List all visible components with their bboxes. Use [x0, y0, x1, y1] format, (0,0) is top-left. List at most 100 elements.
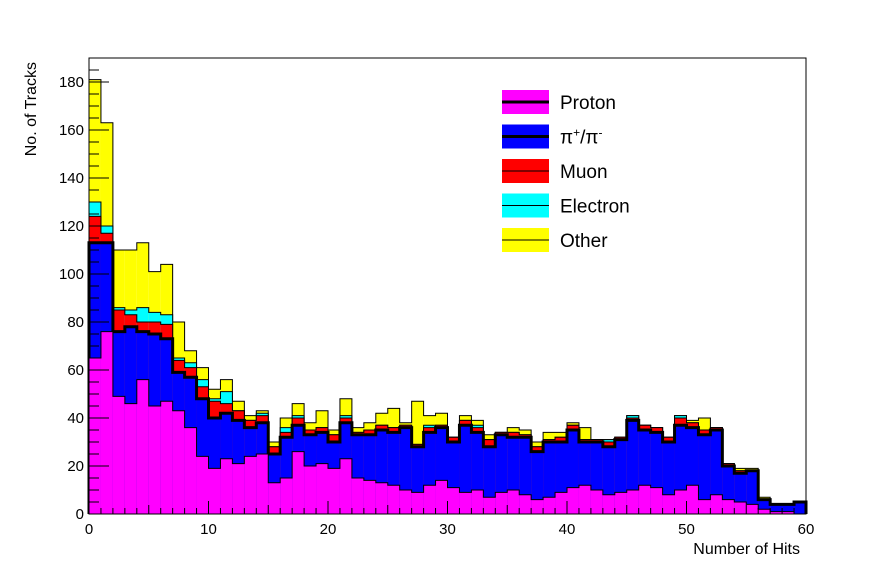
bar-proton-bin-32 — [471, 490, 484, 514]
bar-series1-bin-37 — [531, 451, 544, 514]
bar-series1-bin-58 — [782, 504, 795, 514]
bar-series1-bin-25 — [387, 432, 400, 514]
bar-proton-bin-15 — [268, 482, 281, 514]
y-tick-label: 140 — [59, 170, 84, 187]
bar-proton-bin-2 — [112, 396, 125, 514]
bar-series1-bin-33 — [483, 446, 496, 514]
bar-proton-bin-57 — [770, 511, 783, 514]
bar-proton-bin-36 — [519, 494, 532, 514]
y-tick-label: 0 — [76, 506, 84, 523]
bar-series1-bin-39 — [555, 442, 567, 514]
bar-series1-bin-24 — [375, 430, 388, 514]
bar-proton-bin-58 — [782, 511, 795, 514]
bar-proton-bin-46 — [638, 485, 651, 514]
bar-proton-bin-24 — [375, 482, 388, 514]
bar-series1-bin-57 — [770, 504, 783, 514]
legend-item-other: Other — [502, 228, 608, 252]
bar-proton-bin-52 — [710, 494, 723, 514]
y-tick-label: 80 — [67, 314, 84, 331]
y-axis: 0 20 40 60 80 100 120 140 160 180 — [59, 57, 109, 523]
bar-proton-bin-56 — [758, 509, 771, 514]
outline-muon — [88, 215, 807, 514]
bar-proton-bin-39 — [555, 492, 567, 514]
bar-proton-bin-12 — [232, 463, 245, 514]
legend-item-muon: Muon — [502, 159, 608, 183]
x-tick-label: 0 — [85, 521, 93, 538]
series-proton — [88, 331, 806, 515]
y-tick-label: 20 — [67, 458, 84, 475]
bar-series1-bin-47 — [650, 432, 663, 514]
legend-label-muon: Muon — [560, 162, 608, 183]
bar-proton-bin-54 — [734, 502, 747, 514]
bar-proton-bin-49 — [674, 490, 687, 514]
y-tick-label: 60 — [67, 362, 84, 379]
x-tick-label: 10 — [200, 521, 217, 538]
bar-series1-bin-45 — [626, 420, 639, 514]
bar-proton-bin-26 — [399, 490, 412, 514]
legend-label-proton: Proton — [560, 93, 616, 114]
bar-proton-bin-51 — [698, 499, 711, 514]
bar-proton-bin-14 — [256, 454, 269, 514]
bar-proton-bin-38 — [543, 497, 556, 514]
bar-proton-bin-16 — [280, 478, 293, 514]
bar-series1-bin-40 — [567, 430, 579, 514]
y-tick-label: 100 — [59, 266, 84, 283]
bar-series1-bin-35 — [507, 437, 520, 514]
bar-proton-bin-25 — [387, 485, 400, 514]
bar-series1-bin-52 — [710, 430, 723, 514]
bar-proton-bin-48 — [662, 494, 675, 514]
bar-proton-bin-21 — [339, 458, 352, 514]
bar-proton-bin-18 — [304, 466, 317, 514]
legend-label-part: /π — [580, 128, 598, 149]
bar-proton-bin-11 — [220, 458, 233, 514]
bar-series1-bin-43 — [602, 446, 615, 514]
legend: Proton π+/π- Muon Electron Other — [502, 90, 630, 252]
legend-label-series1: π+/π- — [560, 126, 603, 149]
bar-series1-bin-26 — [399, 427, 412, 514]
bar-proton-bin-6 — [160, 401, 173, 514]
bar-proton-bin-37 — [531, 499, 544, 514]
bar-proton-bin-47 — [650, 487, 663, 514]
y-tick-label: 120 — [59, 218, 84, 235]
bar-proton-bin-53 — [722, 499, 735, 514]
bar-series1-bin-34 — [495, 434, 508, 514]
bar-proton-bin-23 — [363, 480, 376, 514]
bar-proton-bin-3 — [124, 403, 137, 514]
legend-item-proton: Proton — [502, 90, 616, 114]
outline-proton — [88, 331, 806, 515]
bar-series1-bin-46 — [638, 430, 651, 514]
bar-proton-bin-1 — [100, 331, 113, 514]
bar-proton-bin-35 — [507, 490, 520, 514]
bar-proton-bin-4 — [136, 379, 149, 514]
legend-label-electron: Electron — [560, 197, 630, 218]
bar-proton-bin-31 — [459, 492, 472, 514]
bar-series1-bin-10 — [208, 418, 221, 514]
bar-proton-bin-22 — [351, 478, 364, 514]
bar-series1-bin-16 — [280, 437, 293, 514]
legend-item-electron: Electron — [502, 193, 630, 218]
x-tick-label: 60 — [798, 521, 815, 538]
bar-series1-bin-49 — [674, 425, 687, 514]
y-tick-label: 180 — [59, 74, 84, 91]
outline-series1 — [87, 241, 808, 514]
y-tick-label: 40 — [67, 410, 84, 427]
bar-series1-bin-22 — [351, 434, 364, 514]
bar-proton-bin-55 — [746, 504, 759, 514]
x-axis-title: Number of Hits — [693, 541, 800, 558]
bar-series1-bin-51 — [698, 434, 711, 514]
bar-proton-bin-27 — [411, 492, 424, 514]
bar-proton-bin-0 — [89, 358, 101, 514]
bar-series1-bin-28 — [423, 432, 436, 514]
bar-proton-bin-34 — [495, 492, 508, 514]
bar-proton-bin-5 — [148, 406, 161, 514]
x-tick-label: 50 — [678, 521, 695, 538]
y-tick-label: 160 — [59, 122, 84, 139]
bar-series1-bin-50 — [686, 427, 699, 514]
bar-proton-bin-28 — [423, 485, 436, 514]
bar-proton-bin-41 — [578, 485, 591, 514]
bar-proton-bin-9 — [196, 456, 209, 514]
bar-series1-bin-27 — [411, 446, 424, 514]
x-tick-label: 40 — [559, 521, 576, 538]
bar-proton-bin-42 — [590, 490, 603, 514]
bar-series1-bin-44 — [614, 439, 627, 514]
